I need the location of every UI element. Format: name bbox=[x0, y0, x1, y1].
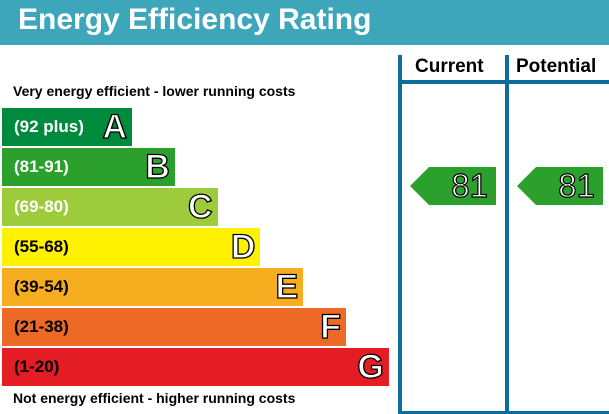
current-rating-value: 81 bbox=[451, 166, 489, 204]
column-header-potential: Potential bbox=[516, 56, 597, 77]
band-d: (55-68) D bbox=[2, 227, 261, 267]
band-letter: F bbox=[320, 307, 342, 346]
potential-rating-arrow: 81 bbox=[517, 166, 603, 205]
band-range: (81-91) bbox=[14, 157, 69, 176]
band-g: (1-20) G bbox=[2, 347, 389, 387]
column-header-current: Current bbox=[415, 56, 484, 77]
arrow-shape bbox=[517, 167, 603, 205]
band-range: (55-68) bbox=[14, 237, 69, 256]
bottom-note: Not energy efficient - higher running co… bbox=[13, 390, 296, 406]
band-a: (92 plus) A bbox=[2, 107, 132, 147]
band-c: (69-80) C bbox=[2, 187, 218, 227]
band-range: (1-20) bbox=[14, 357, 60, 376]
band-f: (21-38) F bbox=[2, 307, 346, 347]
potential-rating-value: 81 bbox=[558, 166, 596, 204]
top-note: Very energy efficient - lower running co… bbox=[13, 83, 296, 99]
band-range: (39-54) bbox=[14, 277, 69, 296]
band-e: (39-54) E bbox=[2, 267, 304, 307]
band-range: (92 plus) bbox=[14, 117, 84, 136]
band-letter: B bbox=[145, 147, 171, 186]
band-letter: G bbox=[357, 347, 385, 386]
page-title: Energy Efficiency Rating bbox=[18, 3, 372, 36]
band-range: (21-38) bbox=[14, 317, 69, 336]
column-header-divider bbox=[398, 80, 609, 84]
header-bar: Energy Efficiency Rating bbox=[0, 0, 609, 45]
band-range: (69-80) bbox=[14, 197, 69, 216]
bottom-border bbox=[398, 411, 609, 414]
column-divider-left bbox=[398, 55, 402, 414]
band-letter: A bbox=[102, 107, 128, 146]
band-letter: C bbox=[187, 187, 213, 226]
current-rating-arrow: 81 bbox=[410, 166, 496, 205]
arrow-shape bbox=[410, 167, 496, 205]
band-letter: D bbox=[230, 227, 256, 266]
band-b: (81-91) B bbox=[2, 147, 175, 187]
band-letter: E bbox=[275, 267, 299, 306]
column-divider-middle bbox=[505, 55, 509, 414]
